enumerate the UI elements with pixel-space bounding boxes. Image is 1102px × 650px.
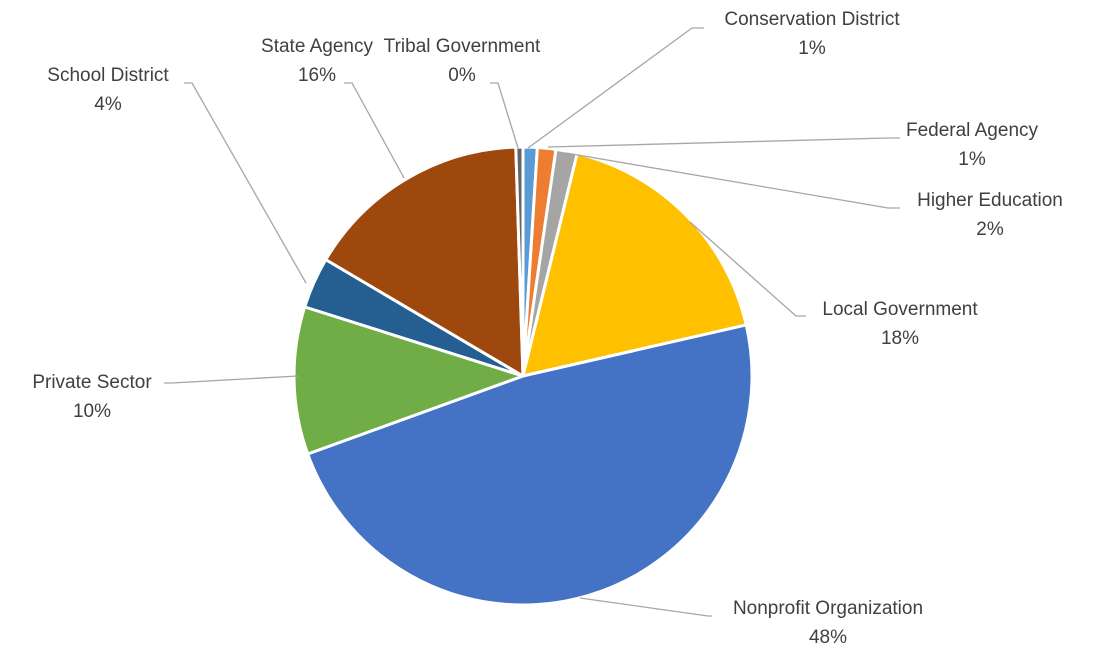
data-label-percent: 1% xyxy=(958,149,986,170)
data-label-percent: 0% xyxy=(448,65,476,86)
pie-slice-private-sector xyxy=(292,305,525,456)
leader-line xyxy=(344,82,405,179)
data-label-percent: 2% xyxy=(976,219,1004,240)
pie-slice-nonprofit-organization xyxy=(306,323,754,607)
data-label-name: Private Sector xyxy=(32,372,152,393)
pie-slice-tribal-government xyxy=(514,145,525,378)
leader-line xyxy=(565,152,900,209)
pie-slice-state-agency xyxy=(324,145,525,378)
data-label-name: Higher Education xyxy=(917,190,1063,211)
leader-line xyxy=(184,82,307,284)
pie-slices xyxy=(292,145,754,607)
leader-line xyxy=(164,375,299,384)
pie-slice-local-government xyxy=(521,152,748,378)
data-label-name: Local Government xyxy=(822,299,978,320)
data-label-name: Federal Agency xyxy=(906,120,1039,141)
data-label-percent: 1% xyxy=(798,38,826,59)
data-label-percent: 4% xyxy=(94,94,122,115)
leader-line xyxy=(689,221,806,317)
data-label-percent: 48% xyxy=(809,627,847,648)
data-labels: Conservation District 1% Federal Agency 1% H… xyxy=(32,9,1063,648)
leader-line xyxy=(579,597,712,617)
leader-line xyxy=(547,137,900,148)
data-label-percent: 16% xyxy=(298,65,336,86)
data-label-name: Tribal Government xyxy=(384,36,541,57)
data-label-percent: 10% xyxy=(73,401,111,422)
data-label-percent: 18% xyxy=(881,328,919,349)
data-label-name: State Agency xyxy=(261,36,373,57)
data-label-name: Conservation District xyxy=(724,9,900,30)
leader-line xyxy=(490,82,519,149)
leader-line xyxy=(527,27,704,149)
leader-lines xyxy=(164,27,900,617)
data-label-name: Nonprofit Organization xyxy=(733,598,923,619)
data-label-name: School District xyxy=(47,65,169,86)
